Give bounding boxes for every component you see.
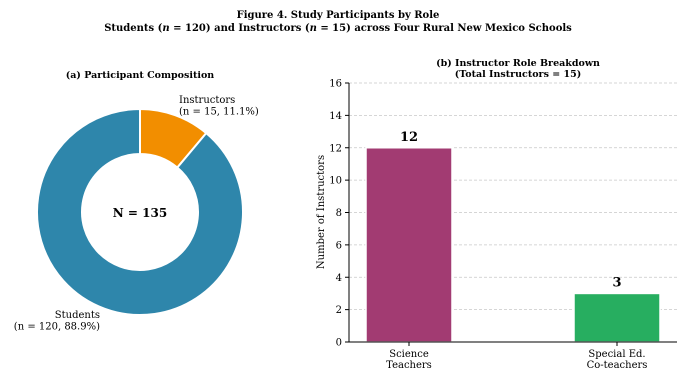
x-tick-label: Science Teachers bbox=[386, 349, 432, 370]
y-axis-label: Number of Instructors bbox=[316, 155, 327, 269]
y-tick-label: 10 bbox=[329, 176, 342, 187]
figure-subtitle: Students (n = 120) and Instructors (n = … bbox=[104, 23, 572, 34]
y-tick-label: 14 bbox=[329, 111, 342, 122]
y-tick-label: 6 bbox=[336, 240, 342, 251]
bar bbox=[365, 147, 453, 343]
y-tick-label: 4 bbox=[336, 273, 342, 284]
bar bbox=[573, 292, 661, 343]
slice-label-instructors: Instructors (n = 15, 11.1%) bbox=[179, 95, 259, 118]
bar-value-label: 3 bbox=[612, 275, 621, 290]
y-tick-label: 8 bbox=[336, 208, 342, 219]
x-tick-label: Special Ed. Co-teachers bbox=[587, 349, 648, 370]
slice-label-students: Students (n = 120, 88.9%) bbox=[14, 310, 100, 333]
figure-title: Figure 4. Study Participants by Role bbox=[237, 10, 440, 21]
donut-slice-students bbox=[36, 107, 244, 316]
donut-chart: (a) Participant Composition N = 135 Inst… bbox=[14, 70, 259, 333]
donut-title: (a) Participant Composition bbox=[66, 70, 215, 81]
bar-title: (b) Instructor Role Breakdown (Total Inst… bbox=[436, 58, 600, 80]
y-tick-label: 12 bbox=[329, 143, 342, 154]
bar-chart: (b) Instructor Role Breakdown (Total Inst… bbox=[316, 58, 677, 370]
y-axis-ticks: 0 2 4 6 8 10 12 14 16 bbox=[329, 79, 349, 349]
y-tick-label: 2 bbox=[336, 305, 342, 316]
donut-slices bbox=[36, 107, 244, 316]
donut-center-label: N = 135 bbox=[113, 206, 167, 220]
y-tick-label: 16 bbox=[329, 79, 342, 90]
x-axis-labels: Science Teachers Special Ed. Co-teachers bbox=[386, 342, 647, 370]
bar-value-label: 12 bbox=[400, 130, 418, 145]
y-tick-label: 0 bbox=[336, 338, 342, 349]
bars: 12 3 bbox=[365, 130, 661, 343]
